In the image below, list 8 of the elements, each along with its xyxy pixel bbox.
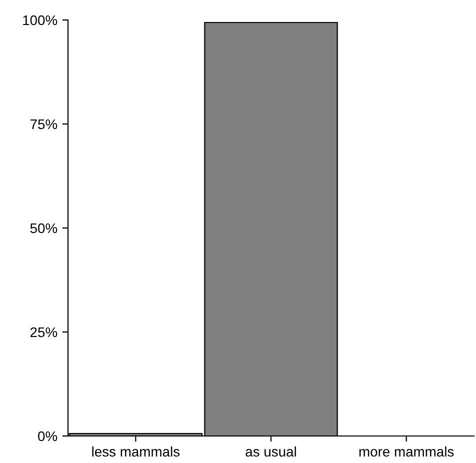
y-tick-label: 100% (23, 15, 58, 26)
x-tick-label: as usual (246, 446, 296, 457)
x-tick-label: more mammals (359, 446, 454, 457)
x-tick-label: less mammals (92, 446, 180, 457)
y-tick-label: 50% (30, 223, 58, 234)
y-tick-label: 25% (30, 327, 58, 338)
y-tick-label: 75% (30, 119, 58, 130)
y-tick-label: 0% (38, 431, 58, 442)
